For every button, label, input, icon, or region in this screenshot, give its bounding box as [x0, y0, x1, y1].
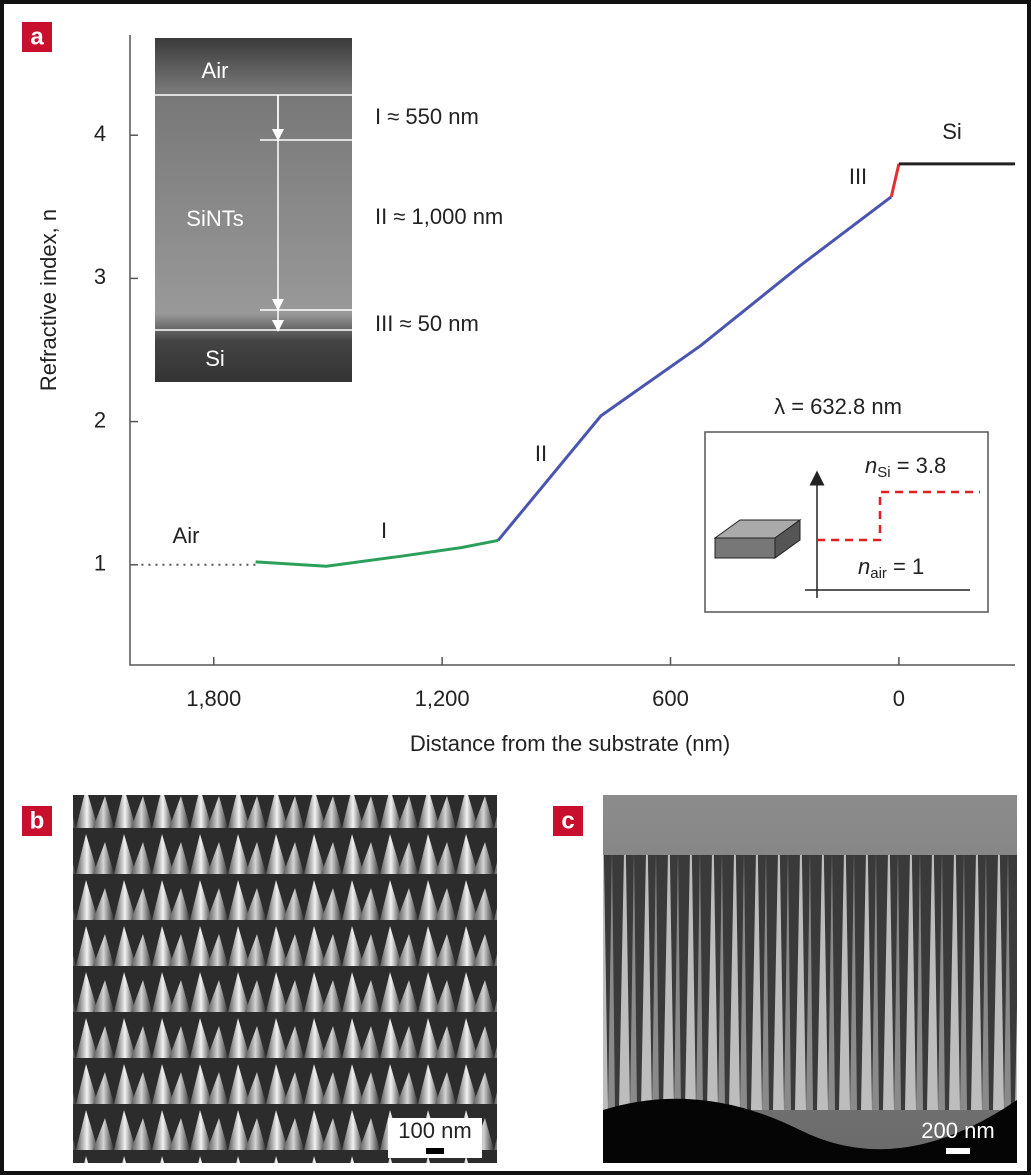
y-tick-label: 1: [94, 551, 106, 576]
layer-label: Si: [205, 346, 225, 371]
y-tick-label: 3: [94, 264, 106, 289]
inset-schematic: λ = 632.8 nm nSi = 3.8 nair = 1: [704, 394, 989, 613]
x-tick-label: 1,200: [415, 686, 470, 711]
region-label: II: [535, 441, 547, 466]
scale-bar-label: 200 nm: [921, 1118, 994, 1143]
thickness-label: II ≈ 1,000 nm: [375, 204, 503, 229]
y-tick-label: 4: [94, 121, 106, 146]
panel-label: c: [561, 807, 574, 834]
inset-sem: Air SiNTs Si I ≈ 550 nm II ≈ 1,000 nm II…: [155, 38, 503, 382]
n-subscript: Si: [877, 464, 890, 481]
panel-c: 200 nm c: [553, 795, 1017, 1163]
n-air-label: nair = 1: [858, 554, 924, 582]
axes: [129, 35, 1015, 666]
wavelength-label: λ = 632.8 nm: [774, 394, 902, 419]
region-label: III: [849, 164, 867, 189]
layer-label: Air: [202, 58, 229, 83]
x-axis-label: Distance from the substrate (nm): [410, 731, 730, 756]
thickness-label: I ≈ 550 nm: [375, 104, 479, 129]
region-label: Air: [173, 523, 200, 548]
x-tick-label: 1,800: [186, 686, 241, 711]
scale-bar-label: 100 nm: [398, 1118, 471, 1143]
panel-label: a: [30, 23, 44, 50]
region-label: Si: [942, 119, 962, 144]
panel-label-box: [22, 22, 52, 52]
x-tick-label: 0: [893, 686, 905, 711]
y-axis-label: Refractive index, n: [36, 209, 61, 391]
n-value: = 3.8: [891, 453, 947, 478]
panel-label: b: [30, 807, 45, 834]
n-symbol: n: [865, 453, 877, 478]
x-tick-label: 600: [652, 686, 689, 711]
data-line: [496, 195, 893, 542]
data-line: [255, 538, 499, 568]
thickness-label: III ≈ 50 nm: [375, 311, 479, 336]
n-subscript: air: [870, 565, 887, 582]
region-label: I: [381, 518, 387, 543]
n-si-label: nSi = 3.8: [865, 453, 946, 481]
panel-b: 100 nm b: [22, 795, 497, 1163]
n-value: = 1: [887, 554, 924, 579]
y-tick-label: 2: [94, 407, 106, 432]
layer-label: SiNTs: [186, 206, 243, 231]
data-line: [889, 163, 901, 198]
n-symbol: n: [858, 554, 870, 579]
